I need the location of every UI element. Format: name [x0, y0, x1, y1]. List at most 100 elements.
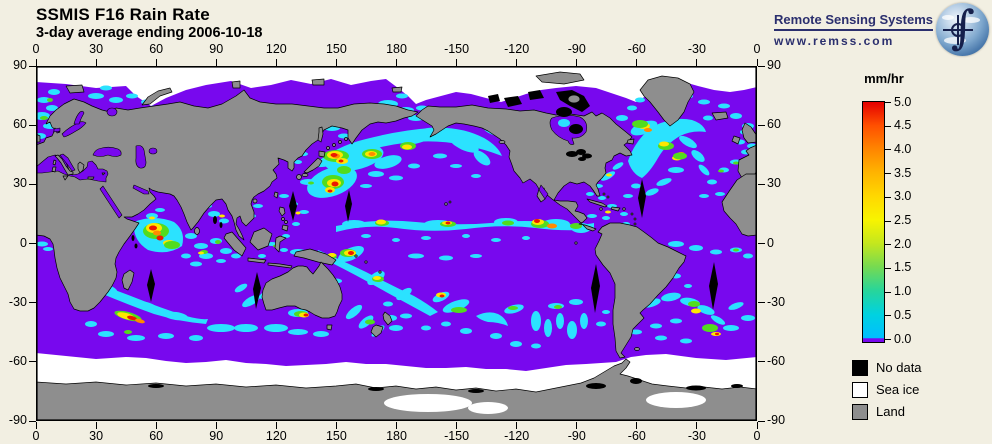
x-tick-bottom — [35, 422, 37, 429]
italy — [54, 154, 74, 176]
x-tick-top — [756, 59, 758, 66]
wrangel-island — [391, 86, 403, 93]
puerto-rico — [622, 207, 626, 211]
y-label-right: 0 — [767, 235, 774, 250]
x-label-bottom: -120 — [504, 429, 530, 443]
colorbar-tick — [885, 173, 891, 175]
remss-logo[interactable]: Remote Sensing Systems www.remss.com ∫ — [774, 0, 989, 56]
y-label-left: 0 — [20, 235, 27, 250]
sulawesi — [274, 235, 287, 253]
new-guinea — [293, 248, 337, 266]
severnaya-zemlya — [231, 80, 241, 89]
gulf-of-california — [538, 184, 549, 200]
y-label-left: 90 — [13, 58, 27, 72]
map-border — [36, 66, 757, 421]
legend-item-label: No data — [876, 360, 922, 375]
ellesmere — [535, 71, 585, 85]
sakhalin — [317, 126, 324, 143]
madagascar — [121, 269, 135, 291]
falkland-islands — [634, 347, 640, 351]
java — [247, 257, 267, 264]
x-tick-top — [275, 59, 277, 66]
x-label-top: 180 — [386, 42, 407, 56]
borneo — [249, 227, 273, 251]
x-tick-bottom — [335, 422, 337, 429]
colorbar-tick-label: 3.5 — [894, 165, 912, 180]
hokkaido — [318, 150, 326, 158]
x-label-bottom: 0 — [753, 429, 761, 443]
adriatic-sea — [59, 153, 76, 172]
y-label-right: 30 — [767, 176, 781, 191]
tasmania — [326, 324, 333, 331]
x-tick-top — [35, 59, 37, 66]
lesser-sunda — [267, 262, 293, 269]
y-tick-left — [29, 183, 36, 185]
y-label-right: -90 — [767, 413, 786, 427]
colorbar-tick-label: 2.0 — [894, 236, 912, 251]
x-label-top: 150 — [325, 42, 347, 56]
x-tick-bottom — [155, 422, 157, 429]
y-label-left: -60 — [8, 353, 27, 368]
y-tick-right — [758, 243, 765, 244]
legend-item: Land — [852, 403, 922, 420]
y-label-right: 60 — [767, 117, 781, 132]
sardinia — [51, 166, 57, 173]
x-label-bottom: -90 — [567, 429, 586, 443]
crete — [87, 176, 95, 180]
south-america — [594, 222, 687, 359]
x-tick-top — [636, 59, 638, 66]
sea-ice-swatch — [852, 381, 868, 398]
y-label-right: -60 — [767, 353, 786, 368]
x-tick-bottom — [396, 422, 397, 429]
luzon — [278, 206, 286, 217]
x-label-bottom: 180 — [386, 429, 407, 443]
x-label-top: -30 — [687, 42, 706, 56]
persian-gulf — [132, 184, 150, 195]
x-tick-top — [215, 59, 217, 66]
globe-icon: ∫ — [936, 0, 989, 56]
red-sea — [99, 185, 123, 219]
y-tick-left — [29, 420, 36, 422]
x-label-bottom: 120 — [265, 429, 287, 443]
x-tick-bottom — [756, 422, 758, 429]
y-label-left: 60 — [13, 117, 27, 132]
x-tick-top — [696, 59, 698, 66]
colorbar-tick — [885, 339, 891, 340]
ireland — [731, 135, 741, 145]
x-tick-bottom — [576, 422, 578, 429]
australia — [261, 261, 343, 319]
logo-url-link[interactable]: www.remss.com — [774, 34, 895, 48]
colorbar-tick-label: 1.5 — [894, 260, 912, 275]
y-tick-left — [29, 243, 36, 244]
legend-item: No data — [852, 359, 922, 376]
colorbar-tick-label: 2.5 — [894, 213, 912, 227]
chart-subtitle: 3-day average ending 2006-10-18 — [36, 25, 263, 41]
x-tick-top — [516, 59, 518, 66]
x-label-top: 120 — [265, 42, 287, 56]
logo-name-label: Remote Sensing Systems — [774, 12, 933, 31]
colorbar-tick — [885, 149, 891, 151]
x-tick-bottom — [636, 422, 638, 429]
colorbar-tick — [885, 220, 891, 222]
ross-sea-ice — [384, 394, 472, 412]
y-label-left: -30 — [8, 294, 27, 309]
x-tick-top — [396, 59, 397, 66]
colorbar-tick-label: 0.5 — [894, 307, 912, 322]
greenland — [639, 75, 695, 127]
nz-north-island — [382, 311, 393, 326]
y-tick-right — [758, 420, 765, 422]
kyushu — [296, 174, 302, 180]
cyprus — [101, 172, 106, 176]
colorbar-tick-label: 5.0 — [894, 94, 912, 109]
x-label-bottom: 30 — [89, 429, 104, 443]
y-tick-left — [29, 124, 36, 126]
colorbar-unit-label: mm/hr — [864, 71, 904, 86]
y-tick-right — [758, 361, 765, 363]
x-label-bottom: 90 — [209, 429, 224, 443]
x-tick-top — [456, 59, 458, 66]
colorbar-tick — [885, 102, 891, 103]
afro-eurasia — [36, 89, 419, 312]
corsica — [52, 159, 57, 166]
x-label-top: 0 — [32, 42, 40, 56]
weddell-sea-ice — [646, 392, 706, 408]
